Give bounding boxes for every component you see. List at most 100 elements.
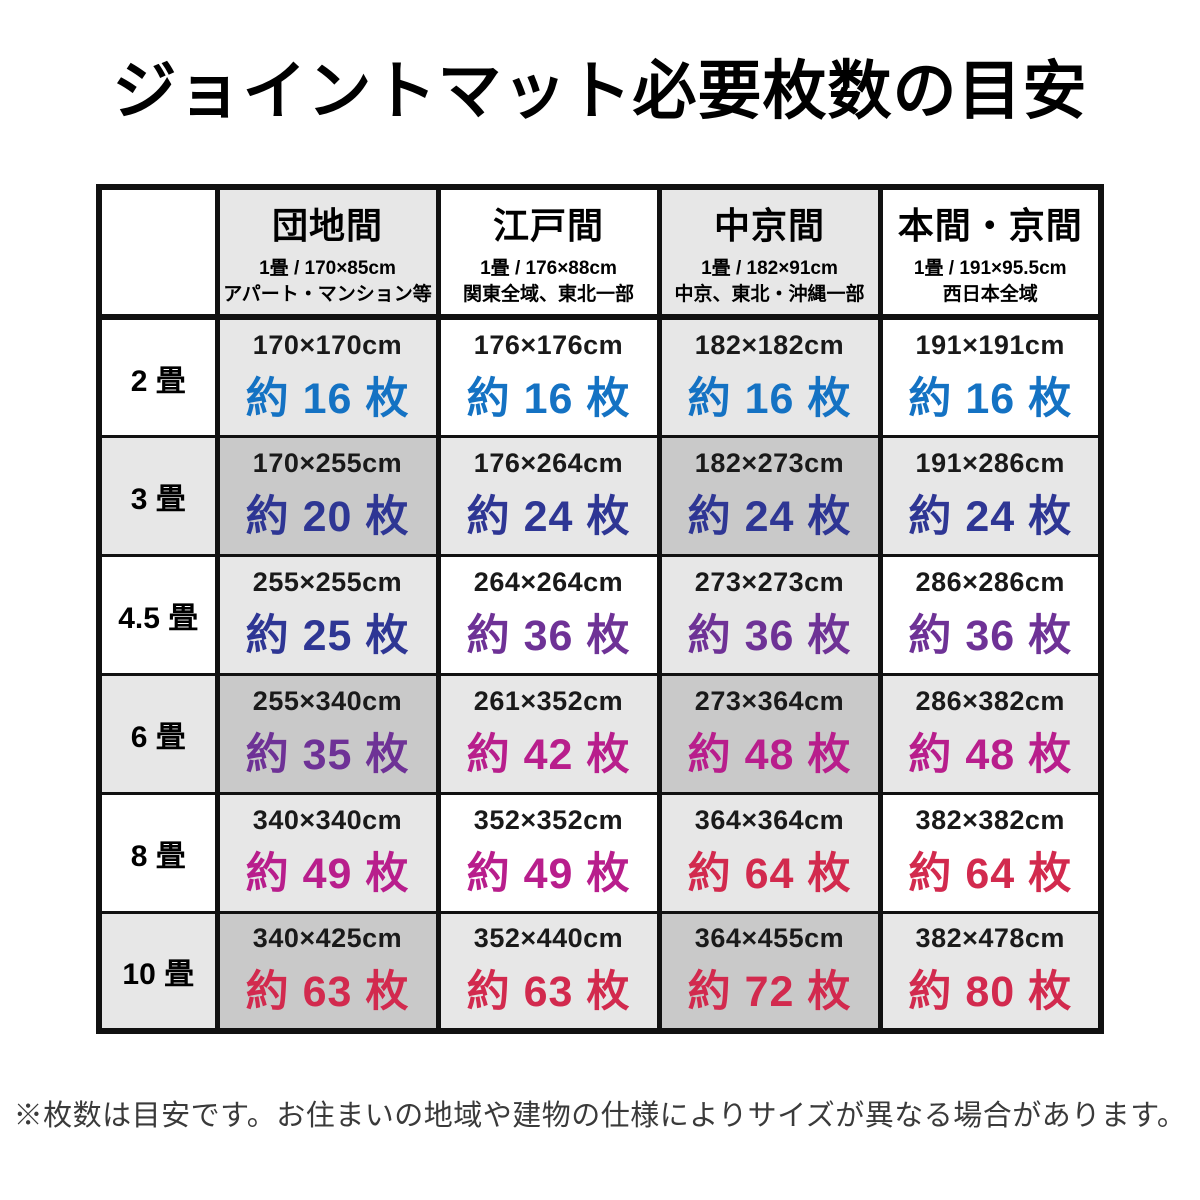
mat-count: 約 36 枚	[687, 611, 852, 660]
room-size: 273×364cm	[694, 685, 845, 716]
mat-count: 約 36 枚	[466, 611, 631, 660]
mat-count-cell: 340×340cm 約 49 枚	[214, 791, 441, 914]
footnote: ※枚数は目安です。お住まいの地域や建物の仕様によりサイズが異なる場合があります。	[13, 1100, 1187, 1133]
mat-count: 約 64 枚	[687, 849, 852, 898]
room-size: 261×352cm	[473, 685, 624, 716]
mat-count-cell: 264×264cm 約 36 枚	[436, 553, 661, 676]
column-title: 江戸間	[492, 205, 604, 247]
mat-count: 約 80 枚	[908, 968, 1073, 1017]
mat-count: 約 25 枚	[245, 611, 410, 660]
row-label: 2 畳	[97, 315, 219, 438]
mat-count-cell: 176×264cm 約 24 枚	[436, 434, 661, 557]
page-title: ジョイントマット必要枚数の目安	[112, 55, 1088, 127]
mat-count-cell: 261×352cm 約 42 枚	[436, 672, 661, 795]
mat-count: 約 35 枚	[245, 730, 410, 779]
column-tatami-size: 1畳 / 182×91cm	[701, 258, 838, 280]
mat-count-cell: 352×440cm 約 63 枚	[436, 910, 661, 1033]
column-region: 中京、東北・沖縄一部	[674, 283, 865, 305]
room-size: 170×255cm	[252, 447, 403, 478]
mat-count: 約 16 枚	[466, 374, 631, 423]
mat-count-cell: 170×255cm 約 20 枚	[214, 434, 441, 557]
column-region: アパート・マンション等	[223, 283, 432, 305]
room-size: 264×264cm	[473, 566, 624, 597]
row-label: 10 畳	[97, 910, 219, 1033]
mat-count-cell: 191×286cm 約 24 枚	[878, 434, 1103, 557]
table-row-10jo: 10 畳 340×425cm 約 63 枚 352×440cm 約 63 枚 3…	[97, 910, 1103, 1033]
mat-count-cell: 191×191cm 約 16 枚	[878, 315, 1103, 438]
room-size: 191×286cm	[915, 447, 1065, 478]
column-title: 中京間	[713, 205, 825, 247]
mat-count: 約 63 枚	[466, 968, 631, 1017]
column-tatami-size: 1畳 / 191×95.5cm	[913, 258, 1067, 280]
mat-count-cell: 364×455cm 約 72 枚	[656, 910, 883, 1033]
mat-count-cell: 176×176cm 約 16 枚	[436, 315, 661, 438]
room-size: 170×170cm	[252, 329, 403, 360]
table-row-8jo: 8 畳 340×340cm 約 49 枚 352×352cm 約 49 枚 36…	[97, 791, 1103, 914]
mat-count-cell: 182×273cm 約 24 枚	[656, 434, 883, 557]
table-row-6jo: 6 畳 255×340cm 約 35 枚 261×352cm 約 42 枚 27…	[97, 672, 1103, 795]
column-header-honma-kyoma: 本間・京間 1畳 / 191×95.5cm 西日本全域	[878, 185, 1103, 321]
mat-count-cell: 170×170cm 約 16 枚	[214, 315, 441, 438]
mat-count-cell: 182×182cm 約 16 枚	[656, 315, 883, 438]
column-region: 西日本全域	[942, 283, 1038, 305]
row-label: 4.5 畳	[97, 553, 219, 676]
table-row-4-5jo: 4.5 畳 255×255cm 約 25 枚 264×264cm 約 36 枚 …	[97, 553, 1103, 676]
column-title: 団地間	[271, 205, 383, 247]
table-header: 団地間 1畳 / 170×85cm アパート・マンション等 江戸間 1畳 / 1…	[97, 185, 1103, 321]
mat-count: 約 24 枚	[466, 492, 631, 541]
mat-count: 約 42 枚	[466, 730, 631, 779]
room-size: 286×382cm	[915, 685, 1065, 716]
mat-count: 約 24 枚	[908, 492, 1073, 541]
mat-count: 約 63 枚	[245, 968, 410, 1017]
mat-count-cell: 273×273cm 約 36 枚	[656, 553, 883, 676]
room-size: 286×286cm	[915, 566, 1065, 597]
mat-count-cell: 382×478cm 約 80 枚	[878, 910, 1103, 1033]
mat-count: 約 48 枚	[687, 730, 852, 779]
room-size: 364×455cm	[694, 923, 845, 954]
corner-cell	[97, 185, 219, 321]
header-row: 団地間 1畳 / 170×85cm アパート・マンション等 江戸間 1畳 / 1…	[97, 185, 1103, 321]
column-header-chukyoma: 中京間 1畳 / 182×91cm 中京、東北・沖縄一部	[656, 185, 883, 321]
row-label: 8 畳	[97, 791, 219, 914]
room-size: 176×176cm	[473, 329, 624, 360]
mat-count-cell: 255×255cm 約 25 枚	[214, 553, 441, 676]
mat-count-cell: 255×340cm 約 35 枚	[214, 672, 441, 795]
column-tatami-size: 1畳 / 176×88cm	[480, 258, 617, 280]
room-size: 382×382cm	[915, 804, 1065, 835]
mat-count-cell: 352×352cm 約 49 枚	[436, 791, 661, 914]
mat-count: 約 49 枚	[466, 849, 631, 898]
mat-count: 約 16 枚	[245, 374, 410, 423]
mat-count: 約 72 枚	[687, 968, 852, 1017]
room-size: 255×255cm	[252, 566, 403, 597]
room-size: 182×273cm	[694, 447, 845, 478]
mat-count-cell: 340×425cm 約 63 枚	[214, 910, 441, 1033]
table-row-3jo: 3 畳 170×255cm 約 20 枚 176×264cm 約 24 枚 18…	[97, 434, 1103, 557]
room-size: 352×440cm	[473, 923, 624, 954]
column-region: 関東全域、東北一部	[462, 283, 634, 305]
column-header-edoma: 江戸間 1畳 / 176×88cm 関東全域、東北一部	[436, 185, 661, 321]
room-size: 364×364cm	[694, 804, 845, 835]
mat-count: 約 16 枚	[908, 374, 1073, 423]
room-size: 340×425cm	[252, 923, 403, 954]
table-row-2jo: 2 畳 170×170cm 約 16 枚 176×176cm 約 16 枚 18…	[97, 315, 1103, 438]
mat-count: 約 49 枚	[245, 849, 410, 898]
mat-count: 約 20 枚	[245, 492, 410, 541]
mat-count-cell: 382×382cm 約 64 枚	[878, 791, 1103, 914]
row-label: 6 畳	[97, 672, 219, 795]
mat-count-cell: 273×364cm 約 48 枚	[656, 672, 883, 795]
mat-count: 約 16 枚	[687, 374, 852, 423]
mat-count: 約 36 枚	[908, 611, 1073, 660]
column-header-danchima: 団地間 1畳 / 170×85cm アパート・マンション等	[214, 185, 441, 321]
room-size: 182×182cm	[694, 329, 845, 360]
room-size: 255×340cm	[252, 685, 403, 716]
mat-count: 約 24 枚	[687, 492, 852, 541]
room-size: 176×264cm	[473, 447, 624, 478]
mat-count-cell: 364×364cm 約 64 枚	[656, 791, 883, 914]
mat-count-cell: 286×382cm 約 48 枚	[878, 672, 1103, 795]
column-tatami-size: 1畳 / 170×85cm	[259, 258, 396, 280]
room-size: 382×478cm	[915, 923, 1065, 954]
mat-count-cell: 286×286cm 約 36 枚	[878, 553, 1103, 676]
room-size: 273×273cm	[694, 566, 845, 597]
mat-count-table: 団地間 1畳 / 170×85cm アパート・マンション等 江戸間 1畳 / 1…	[96, 184, 1104, 1035]
room-size: 191×191cm	[915, 329, 1065, 360]
